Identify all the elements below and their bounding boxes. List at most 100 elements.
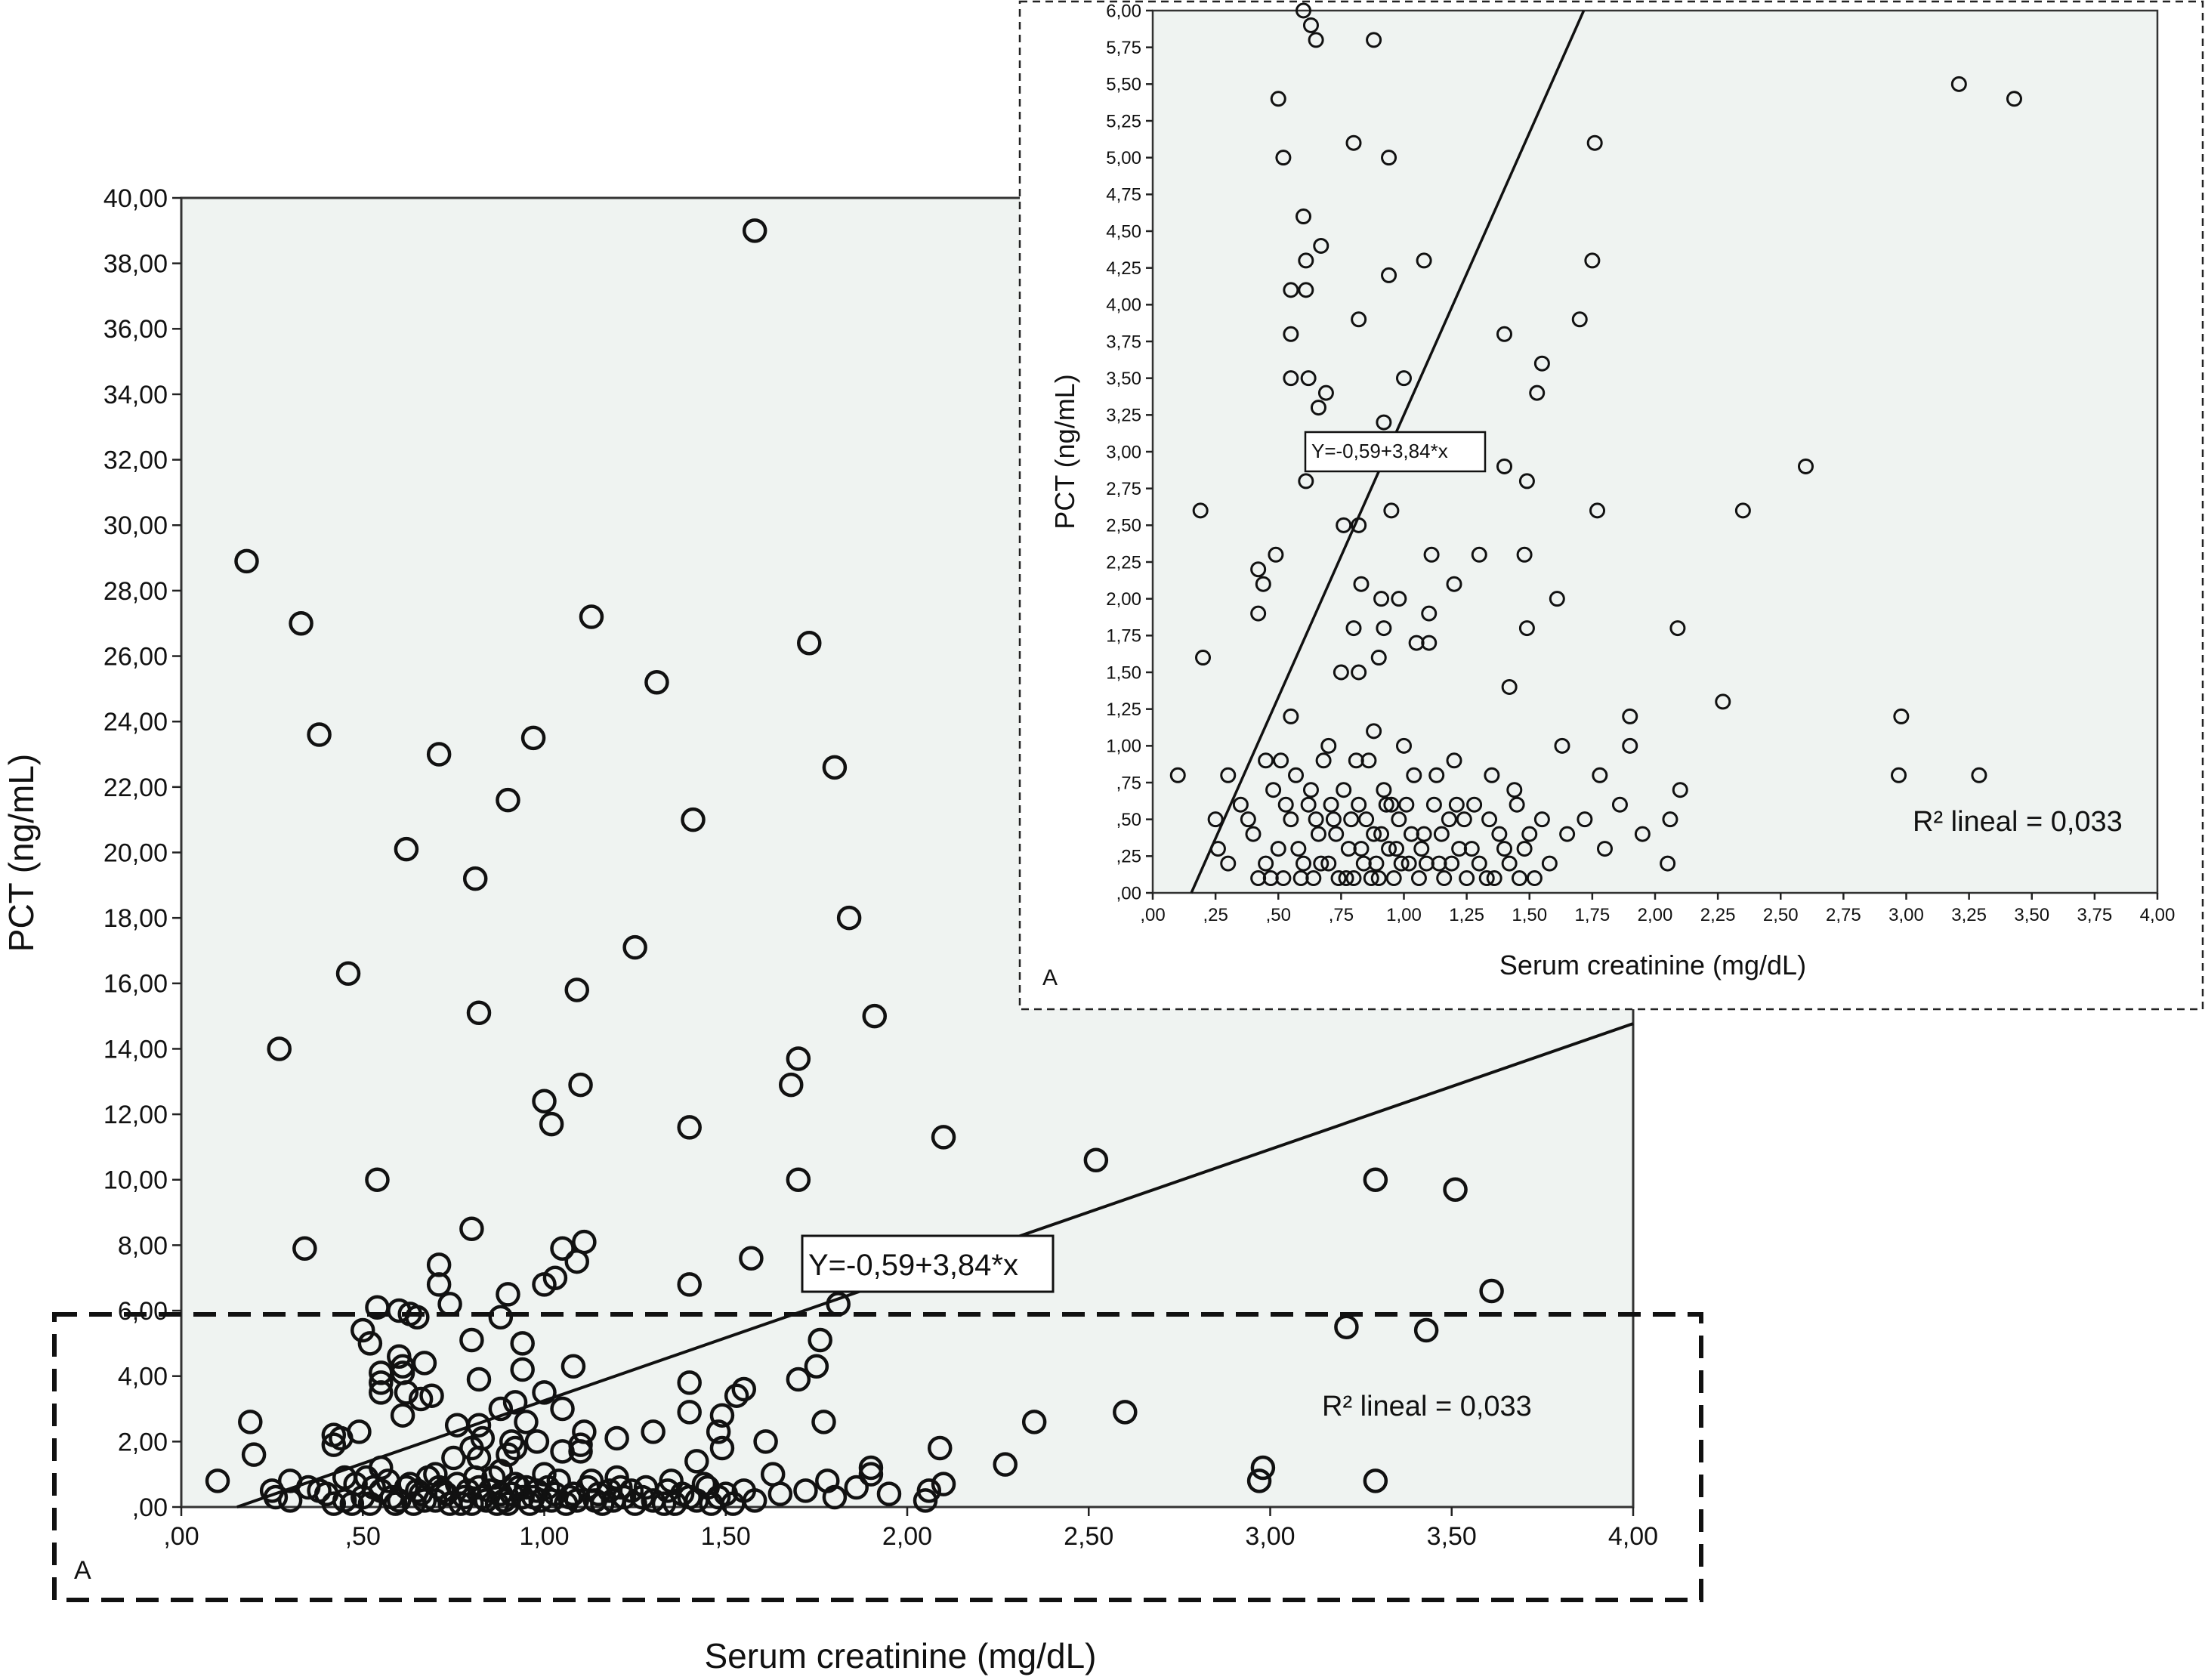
inset-data-point [1290, 841, 1307, 857]
main-data-point [470, 1484, 496, 1510]
main-data-point [1443, 1177, 1468, 1202]
main-data-point [466, 1413, 492, 1438]
inset-data-point [1491, 826, 1508, 842]
inset-data-point [1298, 252, 1314, 269]
inset-data-point [1396, 370, 1412, 387]
inset-data-point [1368, 855, 1385, 872]
inset-data-point [1268, 546, 1284, 563]
main-data-point [307, 722, 332, 747]
inset-data-point [1416, 252, 1432, 269]
inset-data-point [1481, 811, 1498, 828]
inset-data-point [1529, 384, 1546, 401]
main-x-tick-label: ,00 [163, 1522, 199, 1551]
main-data-point [466, 1000, 492, 1026]
inset-data-point [1584, 252, 1601, 269]
main-data-point [524, 1429, 550, 1454]
inset-data-point [1521, 826, 1538, 842]
main-data-point [742, 1488, 767, 1513]
inset-y-tick-label: 2,00 [1106, 589, 1141, 610]
inset-data-point [1323, 796, 1339, 813]
main-data-point [579, 1468, 604, 1493]
inset-data-point [1207, 811, 1224, 828]
main-data-point [510, 1357, 535, 1382]
inset-x-tick-label: 1,00 [1386, 905, 1422, 925]
main-data-point [564, 977, 589, 1002]
inset-data-point [1220, 855, 1237, 872]
main-data-point [550, 1236, 575, 1261]
inset-data-point [1298, 473, 1314, 489]
inset-data-point [1320, 737, 1337, 754]
inset-data-point [1370, 870, 1387, 887]
inset-data-point [1195, 650, 1211, 666]
main-data-point [550, 1396, 575, 1422]
inset-x-axis: ,00 ,25 ,50 ,75 1,00 1,25 1,50 1,75 2,00 2,25 2,50… [1140, 893, 2175, 925]
inset-y-tick-label: 5,75 [1106, 38, 1141, 58]
main-data-point [931, 1472, 956, 1496]
inset-data-point [1672, 782, 1688, 798]
inset-data-point [1622, 737, 1638, 754]
inset-data-point [1283, 370, 1299, 387]
main-data-point [1413, 1317, 1439, 1343]
main-data-point [550, 1439, 575, 1464]
main-data-point [448, 1491, 474, 1516]
inset-data-point [1283, 326, 1299, 342]
inset-data-point [1313, 237, 1329, 254]
inset-data-point [1273, 752, 1289, 769]
main-data-point [426, 742, 452, 767]
inset-data-point [1366, 826, 1382, 842]
inset-data-point [1296, 208, 1311, 225]
main-data-point [1246, 1468, 1272, 1493]
main-data-point [797, 630, 822, 656]
main-x-tick-label: 1,50 [701, 1522, 751, 1551]
inset-data-point [1169, 767, 1186, 783]
main-data-point [462, 866, 488, 891]
inset-x-tick-label: 1,75 [1575, 905, 1611, 925]
main-x-tick-label: 2,50 [1064, 1522, 1113, 1551]
inset-data-point [1373, 591, 1390, 607]
inset-y-tick-label: 1,50 [1106, 662, 1141, 683]
main-y-axis-label: PCT (ng/mL) [2, 754, 41, 952]
main-data-point [365, 1167, 390, 1192]
main-y-tick-label: 28,00 [103, 577, 168, 606]
inset-y-tick-label: 1,75 [1106, 626, 1141, 647]
main-x-axis: ,00 ,50 1,00 1,50 2,00 2,50 3,00 3,50 4,00 [163, 1507, 1658, 1551]
main-data-point [858, 1462, 884, 1487]
inset-data-point [1391, 591, 1407, 607]
inset-y-tick-label: 3,25 [1106, 406, 1141, 426]
main-data-point [622, 934, 647, 960]
main-data-point [441, 1445, 466, 1471]
inset-data-point [1313, 855, 1329, 872]
main-data-point [205, 1468, 230, 1493]
inset-data-point [1381, 267, 1397, 283]
main-data-point [357, 1331, 383, 1356]
main-data-point [561, 1354, 586, 1379]
main-data-point [394, 1380, 419, 1405]
inset-data-point [1351, 311, 1367, 328]
inset-y-tick-label: ,50 [1116, 810, 1141, 830]
inset-data-point [1597, 841, 1613, 857]
inset-y-tick-label: 1,25 [1106, 699, 1141, 720]
inset-data-point [1971, 767, 1987, 783]
inset-data-point [1891, 767, 1907, 783]
inset-data-point [1320, 855, 1337, 872]
inset-data-point [1300, 370, 1317, 387]
inset-y-tick-label: 3,50 [1106, 369, 1141, 389]
inset-data-point [1308, 32, 1324, 48]
inset-data-point [1401, 855, 1417, 872]
main-data-point [731, 1376, 757, 1402]
inset-data-point [1292, 870, 1309, 887]
inset-y-tick-label: 2,25 [1106, 552, 1141, 573]
inset-data-point [1333, 664, 1349, 681]
inset-y-tick-label: 2,50 [1106, 516, 1141, 536]
main-y-tick-label: 30,00 [103, 511, 168, 540]
inset-x-tick-label: 1,25 [1449, 905, 1484, 925]
inset-data-point [1363, 870, 1379, 887]
inset-data-point [1373, 826, 1390, 842]
main-x-tick-label: 1,00 [519, 1522, 569, 1551]
main-data-point [677, 1115, 702, 1140]
inset-data-point [1471, 546, 1487, 563]
main-data-point [335, 961, 361, 987]
inset-data-point [1471, 855, 1487, 872]
main-data-point [241, 1442, 267, 1467]
